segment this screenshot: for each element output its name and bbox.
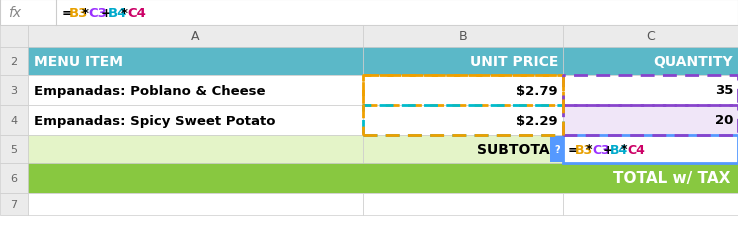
Bar [28, 76, 363, 106]
Text: *: * [82, 7, 89, 20]
Text: fx: fx [8, 6, 21, 20]
Text: QUANTITY: QUANTITY [653, 55, 733, 69]
Bar [28, 26, 363, 48]
Text: B: B [459, 30, 467, 43]
Bar [363, 48, 563, 76]
Bar [363, 26, 563, 48]
Bar [0, 135, 28, 163]
Bar [0, 26, 28, 48]
Bar [563, 135, 738, 163]
Text: B3: B3 [575, 143, 593, 156]
Bar [563, 76, 738, 106]
Bar [363, 193, 563, 215]
Text: C3: C3 [88, 7, 107, 20]
Bar [363, 135, 563, 163]
Text: A: A [191, 30, 200, 43]
Bar [563, 48, 738, 76]
Text: C: C [646, 30, 655, 43]
Text: MENU ITEM: MENU ITEM [34, 55, 123, 69]
Text: 4: 4 [10, 116, 18, 126]
Text: B3: B3 [69, 7, 89, 20]
Bar [0, 193, 28, 215]
Text: Empanadas: Poblano & Cheese: Empanadas: Poblano & Cheese [34, 84, 266, 97]
Text: ?: ? [554, 144, 560, 154]
Bar [550, 136, 564, 162]
Text: 2: 2 [10, 57, 18, 67]
Text: 7: 7 [10, 199, 18, 209]
Bar [0, 163, 28, 193]
Bar [0, 48, 28, 76]
Text: $2.29: $2.29 [517, 114, 558, 127]
Bar [28, 163, 738, 193]
Text: TOTAL w/ TAX: TOTAL w/ TAX [613, 171, 730, 186]
Bar [563, 135, 738, 163]
Bar [0, 76, 28, 106]
Text: 5: 5 [10, 144, 18, 154]
Text: 20: 20 [714, 114, 733, 127]
Text: *: * [621, 143, 627, 156]
Text: $2.79: $2.79 [517, 84, 558, 97]
Text: 6: 6 [10, 173, 18, 183]
Text: C3: C3 [592, 143, 610, 156]
Text: *: * [121, 7, 128, 20]
Bar [28, 48, 363, 76]
Bar [363, 76, 563, 106]
Text: 35: 35 [714, 84, 733, 97]
Text: SUBTOTAL: SUBTOTAL [477, 142, 558, 156]
Text: *: * [586, 143, 593, 156]
Text: C4: C4 [627, 143, 645, 156]
Bar [563, 106, 738, 135]
Bar [563, 26, 738, 48]
Text: =: = [568, 143, 579, 156]
Text: 3: 3 [10, 86, 18, 96]
Text: B4: B4 [108, 7, 128, 20]
Bar [563, 193, 738, 215]
Bar [28, 135, 363, 163]
Bar [28, 106, 363, 135]
Text: Empanadas: Spicy Sweet Potato: Empanadas: Spicy Sweet Potato [34, 114, 275, 127]
Bar [0, 106, 28, 135]
Text: =: = [62, 7, 73, 20]
Text: B4: B4 [610, 143, 628, 156]
Bar [363, 106, 563, 135]
Text: C4: C4 [127, 7, 146, 20]
Bar [28, 193, 363, 215]
Text: +: + [101, 7, 112, 20]
Text: +: + [603, 143, 613, 156]
Bar [0, 0, 738, 26]
Text: UNIT PRICE: UNIT PRICE [469, 55, 558, 69]
